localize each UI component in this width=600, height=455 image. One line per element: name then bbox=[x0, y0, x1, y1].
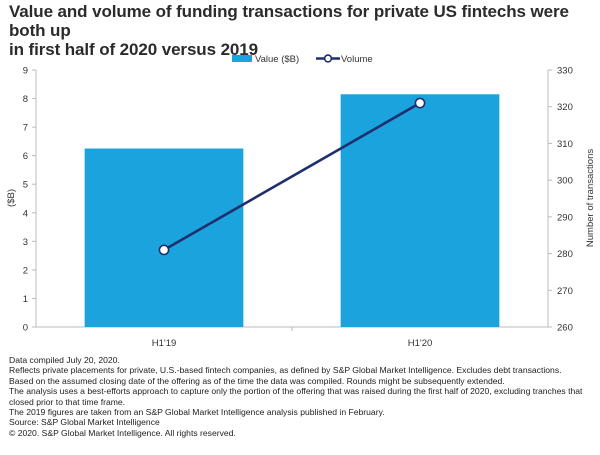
volume-point bbox=[414, 97, 426, 109]
left-tick-label: 0 bbox=[23, 323, 28, 334]
footnote-copyright: © 2020. S&P Global Market Intelligence. … bbox=[9, 427, 236, 438]
footnote-compiled: Data compiled July 20, 2020. bbox=[9, 355, 120, 365]
left-tick-label: 9 bbox=[23, 66, 28, 77]
left-tick-label: 6 bbox=[23, 151, 28, 162]
right-tick-label: 270 bbox=[557, 286, 573, 297]
legend: Value ($B) Volume bbox=[232, 54, 373, 65]
x-axis-ticks: H1'19 H1'20 bbox=[152, 327, 433, 349]
x-tick-label: H1'20 bbox=[408, 338, 433, 349]
legend-label-volume: Volume bbox=[341, 54, 373, 65]
footnote-methodology: The analysis uses a best-efforts approac… bbox=[9, 386, 583, 407]
left-tick-label: 2 bbox=[23, 265, 28, 276]
left-axis-ticks: 0 1 2 3 4 5 6 7 8 9 bbox=[23, 66, 36, 334]
footnote-source: Source: S&P Global Market Intelligence bbox=[9, 417, 160, 428]
right-tick-label: 330 bbox=[557, 66, 573, 77]
footnote-2019-source: The 2019 figures are taken from an S&P G… bbox=[9, 407, 385, 418]
legend-swatch-volume-marker bbox=[323, 54, 333, 63]
right-tick-label: 310 bbox=[557, 139, 573, 150]
bar bbox=[340, 94, 500, 328]
y2-axis-title: Number of transactions bbox=[585, 149, 596, 247]
chart-title: Value and volume of funding transactions… bbox=[9, 2, 594, 59]
left-tick-label: 7 bbox=[23, 123, 28, 134]
right-tick-label: 320 bbox=[557, 102, 573, 113]
bar-series bbox=[84, 94, 500, 328]
x-tick-label: H1'19 bbox=[152, 338, 177, 349]
left-tick-label: 8 bbox=[23, 94, 28, 105]
left-tick-label: 1 bbox=[23, 294, 28, 305]
left-tick-label: 4 bbox=[23, 208, 28, 219]
right-tick-label: 290 bbox=[557, 212, 573, 223]
chart-title-line-1: Value and volume of funding transactions… bbox=[9, 2, 569, 40]
footnote-definition: Reflects private placements for private,… bbox=[9, 365, 562, 376]
bar bbox=[84, 148, 244, 327]
left-tick-label: 5 bbox=[23, 180, 28, 191]
right-tick-label: 280 bbox=[557, 249, 573, 260]
y-axis-title: ($B) bbox=[6, 189, 17, 207]
volume-line bbox=[163, 101, 421, 252]
legend-label-value: Value ($B) bbox=[255, 54, 299, 65]
volume-point bbox=[158, 244, 170, 256]
left-tick-label: 3 bbox=[23, 237, 28, 248]
right-tick-label: 300 bbox=[557, 176, 573, 187]
footnote-closing-date: Based on the assumed closing date of the… bbox=[9, 375, 505, 386]
chart-plot: Value ($B) Volume 0 1 2 3 4 5 6 7 8 9 260 270 280 29… bbox=[6, 54, 596, 349]
legend-swatch-value bbox=[232, 55, 252, 62]
line-series bbox=[158, 97, 426, 256]
right-axis-ticks: 260 270 280 290 300 310 320 330 bbox=[548, 66, 573, 334]
right-tick-label: 260 bbox=[557, 323, 573, 334]
footnotes: Data compiled July 20, 2020. Reflects pr… bbox=[9, 355, 594, 438]
chart-title-line-2: in first half of 2020 versus 2019 bbox=[9, 40, 258, 59]
